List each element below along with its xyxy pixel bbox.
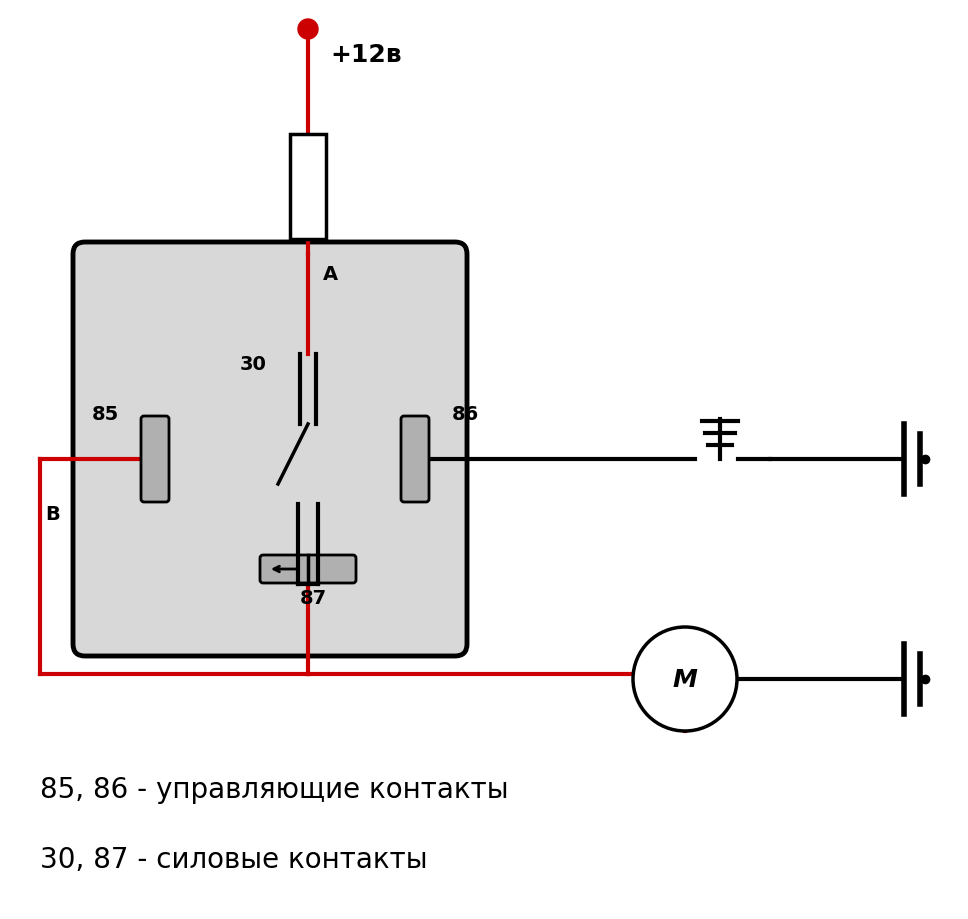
FancyBboxPatch shape xyxy=(401,416,429,503)
Text: 87: 87 xyxy=(299,588,326,607)
Text: 30: 30 xyxy=(239,355,266,374)
Text: B: B xyxy=(45,505,60,524)
Text: M: M xyxy=(673,667,697,691)
Text: A: A xyxy=(323,266,338,284)
FancyBboxPatch shape xyxy=(260,555,356,584)
Text: 85, 86 - управляющие контакты: 85, 86 - управляющие контакты xyxy=(40,775,508,803)
Text: 30, 87 - силовые контакты: 30, 87 - силовые контакты xyxy=(40,845,428,873)
Circle shape xyxy=(298,20,318,40)
Bar xyxy=(290,135,326,240)
Text: 85: 85 xyxy=(91,405,119,424)
Text: 86: 86 xyxy=(451,405,478,424)
Circle shape xyxy=(633,628,737,732)
FancyBboxPatch shape xyxy=(141,416,169,503)
Text: +12в: +12в xyxy=(330,43,402,67)
FancyBboxPatch shape xyxy=(73,243,467,656)
